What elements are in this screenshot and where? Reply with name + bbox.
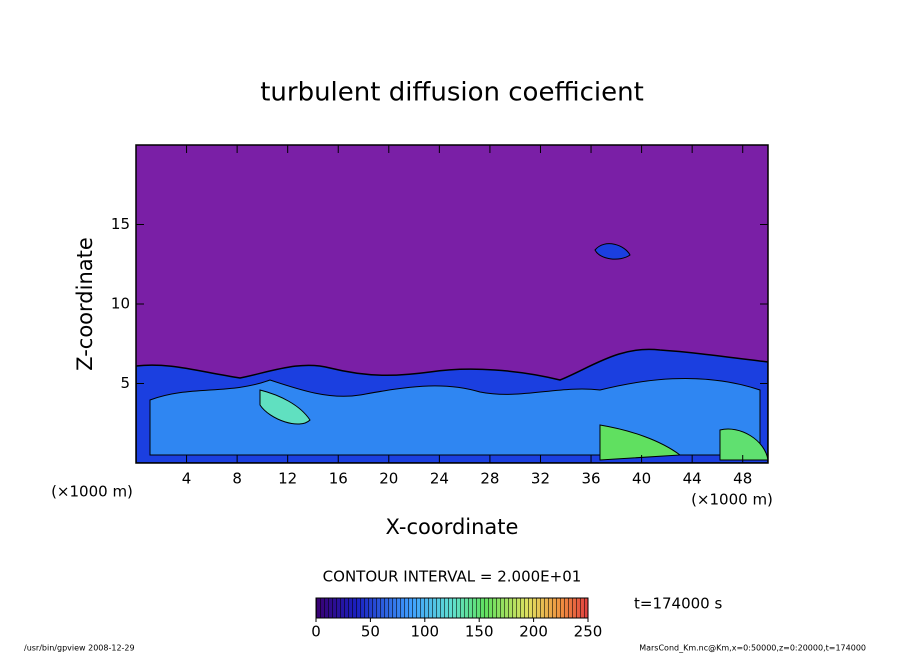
colorbar-tick-label: 250 (574, 623, 603, 641)
y-tick-label: 10 (111, 295, 130, 313)
x-tick-label: 28 (480, 470, 499, 488)
x-tick-label: 32 (531, 470, 550, 488)
y-tick-label: 5 (120, 374, 130, 392)
y-unit: (×1000 m) (51, 483, 133, 501)
colorbar-tick-label: 100 (410, 623, 439, 641)
x-tick-label: 48 (733, 470, 752, 488)
x-unit: (×1000 m) (691, 491, 773, 509)
y-tick-label: 15 (111, 215, 130, 233)
chart-title: turbulent diffusion coefficient (260, 78, 644, 108)
colorbar-tick-label: 150 (465, 623, 494, 641)
footer-right: MarsCond_Km.nc@Km,x=0:50000,z=0:20000,t=… (639, 644, 866, 653)
x-tick-label: 44 (683, 470, 702, 488)
x-tick-label: 20 (379, 470, 398, 488)
contour-interval: CONTOUR INTERVAL = 2.000E+01 (323, 568, 582, 586)
colorbar-stripes (316, 598, 588, 618)
time-label: t=174000 s (634, 595, 722, 613)
colorbar-tick-label: 200 (519, 623, 548, 641)
field (136, 145, 768, 463)
colorbar-tick-label: 50 (361, 623, 380, 641)
y-axis-label: Z-coordinate (73, 237, 97, 371)
field-region (599, 424, 682, 461)
field-region (259, 389, 311, 425)
field-region (149, 378, 761, 456)
x-tick-label: 36 (581, 470, 600, 488)
colorbar-tick-label: 0 (311, 623, 321, 641)
x-tick-label: 12 (278, 470, 297, 488)
x-tick-label: 40 (632, 470, 651, 488)
field-region (594, 243, 631, 260)
x-tick-label: 16 (329, 470, 348, 488)
footer-left: /usr/bin/gpview 2008-12-29 (24, 644, 135, 653)
x-tick-label: 24 (430, 470, 449, 488)
x-axis-label: X-coordinate (386, 515, 519, 539)
x-tick-label: 8 (232, 470, 242, 488)
x-tick-label: 4 (182, 470, 192, 488)
